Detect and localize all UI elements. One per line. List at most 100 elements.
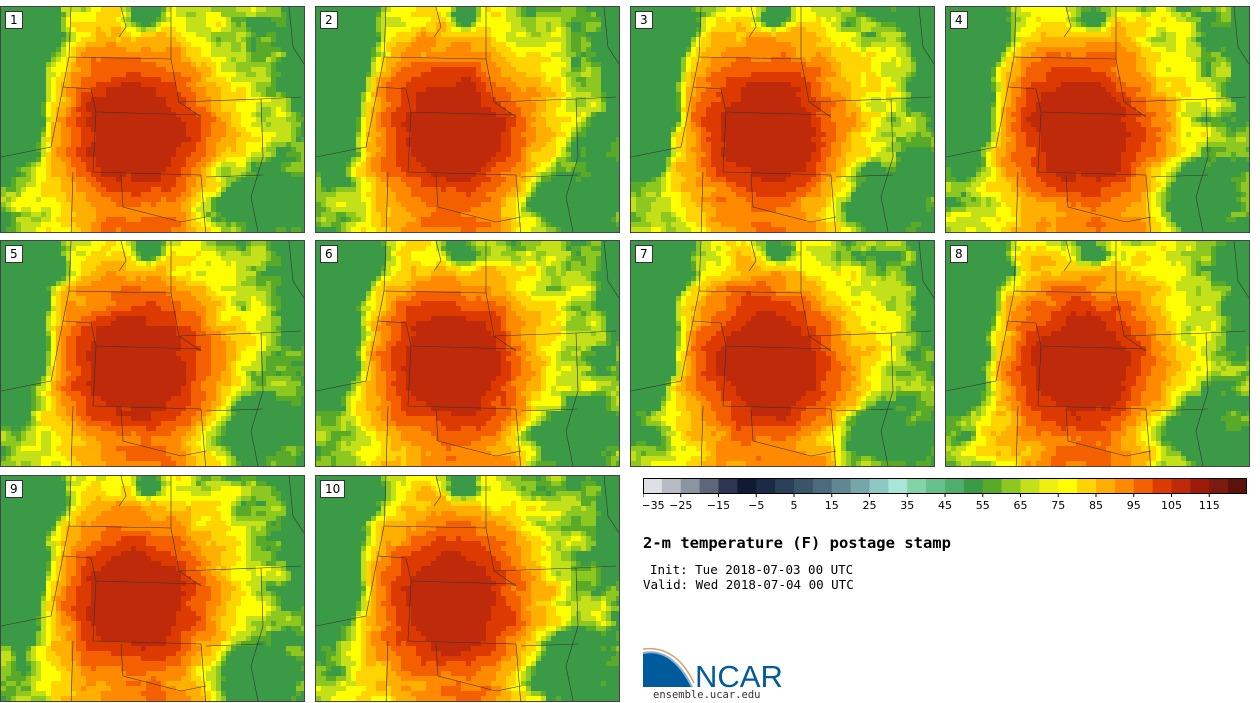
state-border: [205, 643, 264, 647]
state-border: [692, 86, 832, 116]
state-border: [62, 320, 202, 350]
state-border: [377, 86, 517, 116]
state-border: [385, 640, 389, 701]
colorbar-tick-label: 105: [1161, 499, 1182, 512]
state-border: [288, 476, 304, 534]
colorbar-tick-label: 15: [825, 499, 839, 512]
state-border: [918, 241, 934, 299]
temperature-map: [631, 7, 934, 232]
colorbar-swatch: [1058, 478, 1078, 494]
state-border: [68, 56, 202, 118]
temperature-map: [316, 476, 619, 701]
state-border: [383, 56, 517, 118]
member-label: 10: [320, 480, 346, 498]
colorbar-swatch: [737, 478, 757, 494]
state-border: [435, 408, 522, 457]
state-border: [433, 7, 442, 38]
colorbar-swatch: [963, 478, 984, 494]
state-border: [118, 241, 127, 272]
colorbar-tick-label: −35: [643, 499, 665, 512]
colorbar-tick-label: 55: [976, 499, 990, 512]
logo-url: ensemble.ucar.edu: [653, 689, 760, 701]
colorbar-swatch: [1171, 478, 1191, 494]
state-border: [1007, 86, 1147, 116]
ncar-logo: NCAR: [642, 647, 783, 690]
state-border: [407, 111, 521, 232]
temperature-map: [1, 7, 304, 232]
state-border: [205, 174, 264, 178]
colorbar-tick-label: 75: [1051, 499, 1065, 512]
member-label: 3: [635, 11, 653, 29]
state-border: [377, 320, 517, 350]
state-border: [603, 476, 619, 534]
stamp-panel-3: 3: [630, 6, 935, 233]
colorbar-swatch: [982, 478, 1003, 494]
state-border: [1015, 405, 1019, 466]
colorbar-tick-label: 35: [900, 499, 914, 512]
state-border: [748, 7, 757, 38]
colorbar-tick-label: 65: [1014, 499, 1028, 512]
temperature-map: [316, 7, 619, 232]
colorbar-swatch: [1020, 478, 1040, 494]
colorbar-swatch: [794, 478, 814, 494]
state-border: [70, 171, 74, 232]
state-border: [835, 174, 894, 178]
colorbar-swatch: [1152, 478, 1173, 494]
state-border: [698, 56, 832, 118]
state-border: [1150, 174, 1209, 178]
member-label: 4: [950, 11, 968, 29]
colorbar-swatch: [888, 478, 908, 494]
state-border: [918, 7, 934, 65]
stamp-panel-4: 4: [945, 6, 1250, 233]
state-border: [565, 567, 579, 701]
colorbar-swatch: [831, 478, 852, 494]
member-label: 1: [5, 11, 23, 29]
chart-title: 2-m temperature (F) postage stamp: [643, 534, 951, 552]
state-border: [120, 174, 207, 223]
state-border: [1195, 98, 1209, 232]
colorbar-swatch: [1114, 478, 1135, 494]
colorbar-swatch: [1096, 478, 1116, 494]
temperature-map: [1, 241, 304, 466]
temperature-map: [946, 7, 1249, 232]
stamp-panel-6: 6: [315, 240, 620, 467]
state-border: [205, 408, 264, 412]
state-border: [250, 332, 264, 466]
state-border: [1037, 111, 1151, 232]
colorbar-swatch: [850, 478, 871, 494]
state-border: [433, 476, 442, 507]
state-border: [722, 111, 836, 232]
colorbar-swatch: [643, 478, 663, 494]
state-border: [565, 332, 579, 466]
state-border: [1015, 171, 1019, 232]
state-border: [92, 580, 206, 701]
state-border: [692, 320, 832, 350]
state-border: [70, 405, 74, 466]
state-border: [603, 7, 619, 65]
member-label: 2: [320, 11, 338, 29]
colorbar-swatch: [1209, 478, 1229, 494]
stamp-panel-5: 5: [0, 240, 305, 467]
colorbar-tick-label: 115: [1199, 499, 1220, 512]
colorbar-swatch: [756, 478, 776, 494]
member-label: 9: [5, 480, 23, 498]
colorbar-tick-label: 85: [1089, 499, 1103, 512]
colorbar-swatch: [1039, 478, 1059, 494]
colorbar-swatch: [775, 478, 795, 494]
state-border: [407, 345, 521, 466]
state-border: [62, 86, 202, 116]
state-border: [385, 171, 389, 232]
colorbar-tick-label: −25: [669, 499, 692, 512]
state-border: [288, 241, 304, 299]
temperature-map: [946, 241, 1249, 466]
state-border: [1063, 241, 1072, 272]
temperature-map: [1, 476, 304, 701]
state-border: [1065, 174, 1152, 223]
member-label: 6: [320, 245, 338, 263]
colorbar-tick-label: −15: [707, 499, 730, 512]
state-border: [722, 345, 836, 466]
stamp-panel-7: 7: [630, 240, 935, 467]
state-border: [700, 405, 704, 466]
colorbar-swatch: [1190, 478, 1210, 494]
state-border: [92, 345, 206, 466]
